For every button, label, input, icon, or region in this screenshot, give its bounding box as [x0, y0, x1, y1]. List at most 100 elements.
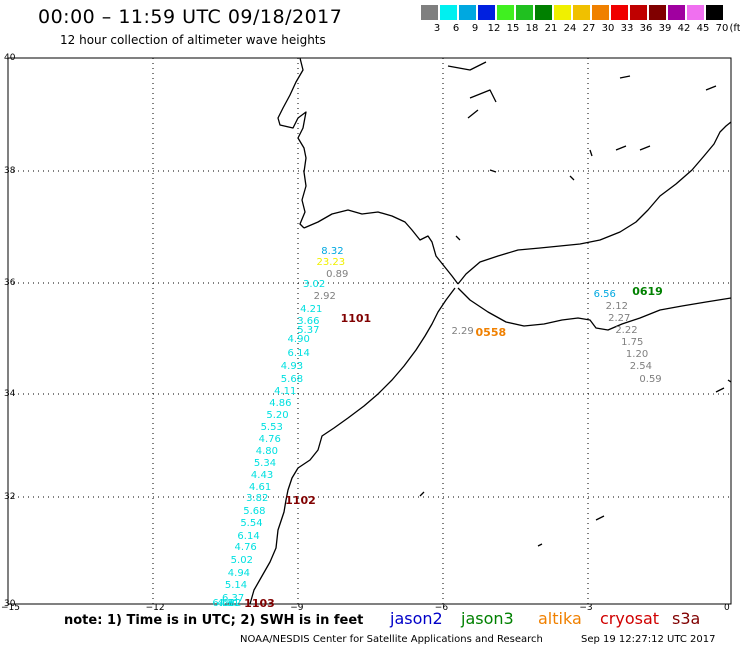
lon-tick-label: −15 — [1, 603, 20, 613]
portugal-coast — [277, 57, 307, 229]
legend-label: 36 — [639, 23, 653, 34]
wave-height-label: 5.37 — [297, 324, 320, 336]
wave-height-label: 4.80 — [255, 445, 278, 457]
wave-height-label: 6.56 — [593, 289, 616, 301]
legend-label: 33 — [620, 23, 634, 34]
lon-tick-label: −12 — [145, 603, 165, 613]
wave-height-label: 4.82 — [219, 598, 242, 609]
legend-swatch — [459, 5, 476, 20]
lon-tick-label: −3 — [579, 603, 593, 613]
wave-height-label: 4.21 — [300, 303, 323, 315]
wave-height-label: 5.68 — [280, 373, 304, 385]
legend-label: 6 — [452, 23, 460, 34]
wave-height-label: 5.02 — [230, 555, 253, 567]
wave-height-label: 4.76 — [258, 434, 281, 446]
wave-height-label: 4.94 — [227, 568, 251, 580]
legend-label: 70 — [715, 23, 729, 34]
pass-time-label: 1103 — [244, 597, 275, 610]
legend-swatch — [478, 5, 495, 20]
islands — [419, 61, 732, 547]
satellite-name: jason3 — [461, 609, 514, 628]
satellite-name: cryosat — [600, 609, 660, 628]
wave-height-label: 0.59 — [639, 373, 662, 385]
legend-swatch — [687, 5, 704, 20]
wave-height-label: 4.61 — [249, 481, 272, 493]
wave-height-label: 5.53 — [260, 421, 283, 433]
wave-height-label: 3.82 — [246, 493, 269, 505]
legend-label: 12 — [487, 23, 501, 34]
wave-height-label: 5.34 — [253, 458, 277, 470]
wave-height-label: 4.43 — [250, 470, 274, 482]
page-subtitle: 12 hour collection of altimeter wave hei… — [60, 33, 326, 47]
wave-height-label: 4.86 — [269, 398, 292, 410]
graticule — [8, 58, 731, 604]
legend-label: 42 — [677, 23, 691, 34]
satellite-name: altika — [538, 609, 582, 628]
legend-swatch — [516, 5, 533, 20]
wave-height-label: 0.89 — [326, 268, 349, 280]
lat-tick-label: 34 — [4, 389, 16, 399]
satellite-name: s3a — [672, 609, 701, 628]
legend-label: 45 — [696, 23, 710, 34]
wave-height-label: 4.93 — [280, 361, 304, 373]
wave-height-label: 6.14 — [287, 348, 310, 360]
wave-height-label: 4.76 — [234, 542, 257, 554]
legend-unit: (ft) — [729, 23, 740, 34]
wave-height-label: 4.11 — [274, 385, 297, 397]
lat-tick-label: 38 — [4, 166, 16, 176]
legend-label: 3 — [433, 23, 441, 34]
legend-swatch — [611, 5, 628, 20]
legend-swatch — [554, 5, 571, 20]
legend-label: 9 — [471, 23, 479, 34]
legend-label: 15 — [506, 23, 520, 34]
legend-swatch — [649, 5, 666, 20]
lon-tick-label: 0 — [724, 603, 730, 613]
wave-height-label: 2.92 — [313, 291, 336, 303]
wave-height-label: 2.12 — [605, 301, 628, 313]
legend-label: 27 — [582, 23, 596, 34]
wave-height-label: 2.29 — [451, 325, 474, 337]
lon-tick-label: −6 — [434, 603, 449, 613]
legend-swatch — [668, 5, 685, 20]
legend-label: 18 — [525, 23, 539, 34]
wave-height-label: 1.75 — [621, 336, 644, 348]
spain-med-coast — [457, 121, 732, 285]
legend-swatch — [592, 5, 609, 20]
legend-swatch — [535, 5, 552, 20]
legend-swatch — [573, 5, 590, 20]
wave-height-label: 6.14 — [237, 530, 260, 542]
legend-label: 24 — [563, 23, 577, 34]
wave-height-label: 5.14 — [224, 579, 248, 591]
legend-label: 21 — [544, 23, 558, 34]
footer-note: note: 1) Time is in UTC; 2) SWH is in fe… — [64, 613, 364, 628]
pass-time-label: 1101 — [340, 312, 372, 326]
wave-height-label: 4.90 — [287, 333, 310, 345]
wave-height-label: 4.91 — [217, 598, 240, 609]
lat-tick-label: 32 — [4, 492, 16, 502]
wave-height-label: 2.54 — [629, 361, 653, 373]
wave-height-label: 5.20 — [266, 409, 289, 421]
satellite-name: jason2 — [390, 609, 443, 628]
legend-swatch — [706, 5, 723, 20]
wave-height-label: 23.23 — [316, 257, 346, 269]
iberia-south-coast — [303, 209, 459, 285]
coastline — [249, 57, 732, 605]
north-africa-med-coast — [457, 287, 732, 331]
pass-time-label: 0619 — [632, 285, 663, 299]
legend-swatch — [440, 5, 457, 20]
pass-time-label: 0558 — [475, 325, 507, 339]
wave-height-label: 3.02 — [302, 278, 326, 290]
legend-swatch — [421, 5, 438, 20]
wave-height-label: 6.37 — [222, 592, 245, 604]
morocco-atlantic-coast — [249, 287, 456, 605]
pass-time-label: 1102 — [285, 494, 316, 508]
lat-tick-label: 40 — [4, 53, 16, 63]
lat-tick-label: 36 — [4, 278, 16, 288]
wave-height-label: 2.27 — [608, 312, 631, 324]
lat-tick-label: 30 — [4, 599, 16, 609]
legend-swatch — [497, 5, 514, 20]
legend-label: 39 — [658, 23, 672, 34]
wave-height-label: 5.54 — [240, 517, 263, 529]
wave-height-label: 5.68 — [243, 505, 266, 517]
